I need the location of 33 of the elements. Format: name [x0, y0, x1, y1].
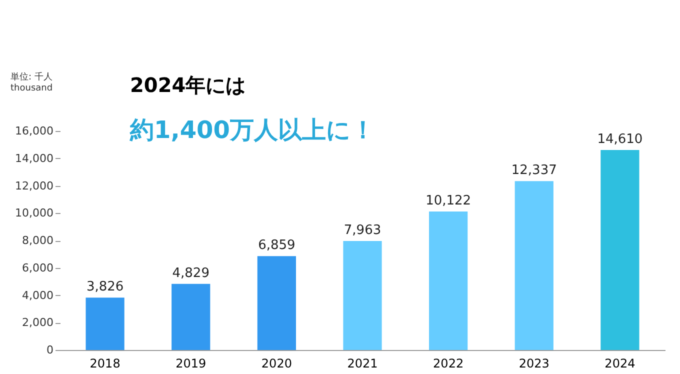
bar	[429, 211, 468, 350]
bar	[514, 181, 554, 350]
y-tick-label: 12,000	[15, 179, 54, 192]
data-label: 3,826	[86, 280, 124, 295]
bar	[86, 298, 124, 350]
x-tick-label: 2019	[176, 356, 206, 370]
data-label: 6,859	[258, 238, 296, 254]
y-tick-label: 14,000	[15, 152, 54, 165]
bar	[257, 256, 296, 350]
x-tick-label: 2021	[347, 356, 378, 370]
y-axis-title: 単位: 千人 thousand	[10, 72, 53, 94]
y-tick-label: 10,000	[15, 206, 54, 220]
x-tick-label: 2020	[261, 356, 292, 370]
x-tick-label: 2023	[518, 356, 550, 370]
y-tick-label: 16,000	[15, 124, 54, 138]
data-label: 10,122	[426, 193, 472, 208]
bar	[172, 284, 210, 350]
data-label: 12,337	[511, 163, 557, 178]
x-tick-label: 2018	[90, 356, 120, 370]
text: 2024年には	[130, 73, 246, 97]
annotation: 約1,400万人以上に！	[129, 116, 375, 144]
data-label: 14,610	[597, 132, 643, 148]
x-tick-label: 2022	[433, 356, 464, 370]
y-tick-label: 6,000	[22, 261, 54, 274]
y-tick-label: 2,000	[22, 316, 54, 330]
data-label: 4,829	[172, 266, 210, 281]
bar	[343, 241, 382, 350]
x-tick-label: 2024	[604, 356, 636, 370]
y-tick-label: 4,000	[22, 288, 54, 302]
bar	[600, 150, 640, 350]
y-tick-label: 0	[46, 344, 54, 356]
data-label: 7,963	[344, 223, 382, 238]
y-tick-label: 8,000	[22, 234, 54, 247]
